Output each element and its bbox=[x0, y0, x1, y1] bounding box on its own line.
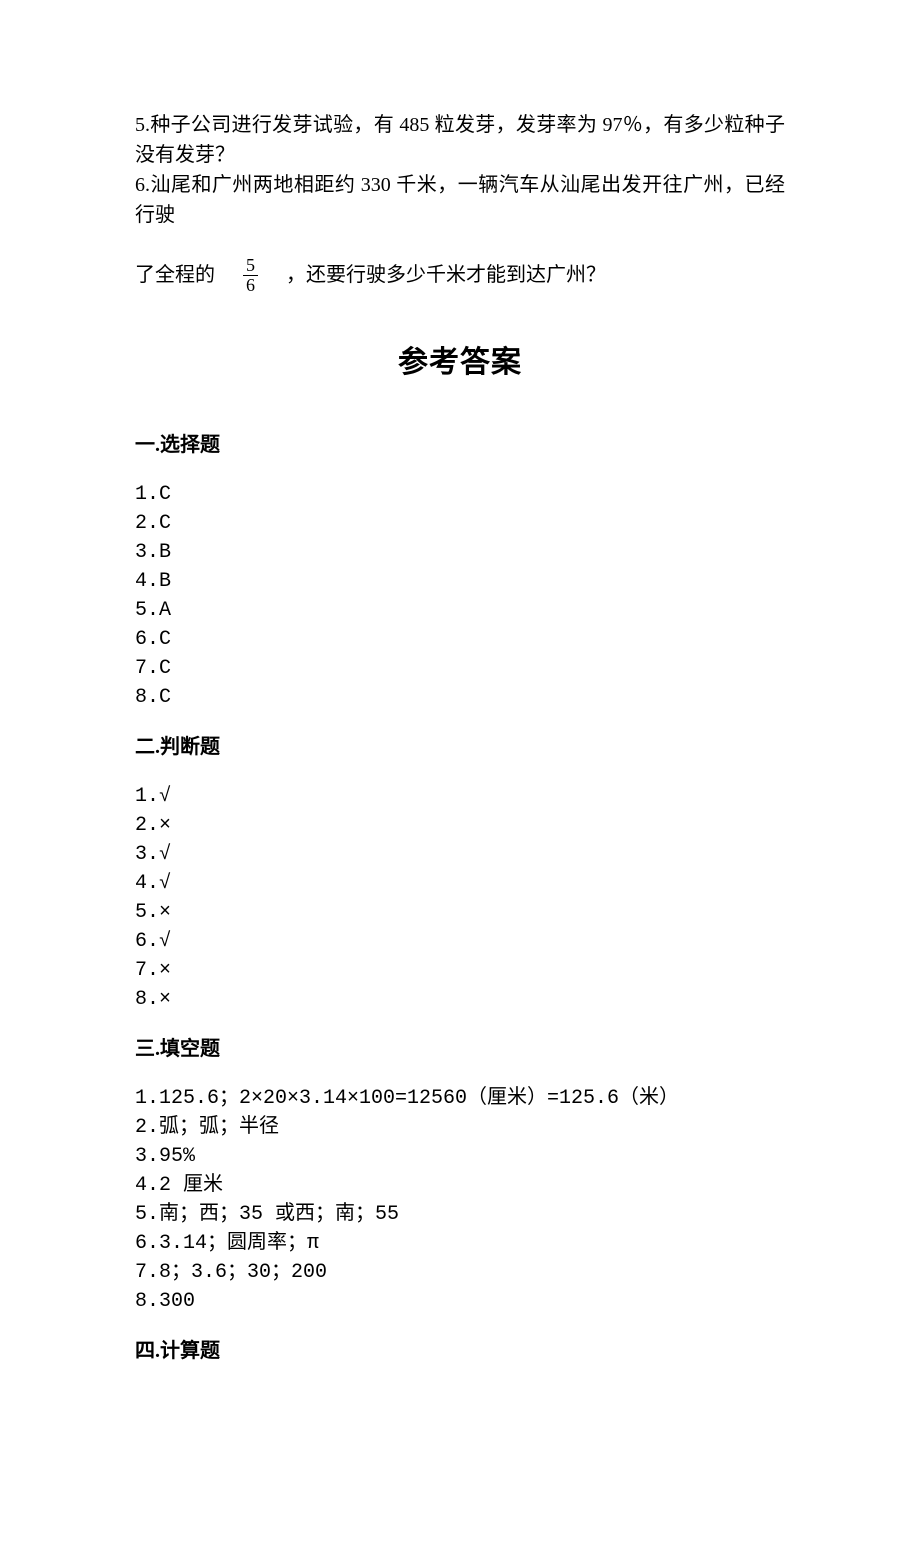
s2-item: 3.√ bbox=[135, 840, 785, 869]
fraction-numerator: 5 bbox=[243, 256, 258, 276]
s3-item: 3.95% bbox=[135, 1142, 785, 1171]
s3-item: 4.2 厘米 bbox=[135, 1171, 785, 1200]
q6-segment-2: ，还要行驶多少千米才能到达广州？ bbox=[286, 260, 606, 290]
s3-item: 1.125.6；2×20×3.14×100=12560（厘米）=125.6（米） bbox=[135, 1084, 785, 1113]
s1-item: 6.C bbox=[135, 625, 785, 654]
answers-title: 参考答案 bbox=[135, 340, 785, 385]
s3-item: 2.弧；弧；半径 bbox=[135, 1113, 785, 1142]
question-6-line2: 了全程的 5 6 ，还要行驶多少千米才能到达广州？ bbox=[135, 256, 785, 295]
section-2-title: 二.判断题 bbox=[135, 732, 785, 762]
s2-item: 1.√ bbox=[135, 782, 785, 811]
question-5: 5.种子公司进行发芽试验，有 485 粒发芽，发芽率为 97％，有多少粒种子没有… bbox=[135, 110, 785, 170]
fraction-denominator: 6 bbox=[243, 276, 258, 295]
section-3-title: 三.填空题 bbox=[135, 1034, 785, 1064]
s3-item: 6.3.14；圆周率；π bbox=[135, 1229, 785, 1258]
s2-item: 8.× bbox=[135, 985, 785, 1014]
section-1-title: 一.选择题 bbox=[135, 430, 785, 460]
question-6-line1: 6.汕尾和广州两地相距约 330 千米，一辆汽车从汕尾出发开往广州，已经行驶 bbox=[135, 170, 785, 230]
s1-item: 7.C bbox=[135, 654, 785, 683]
s3-item: 5.南；西；35 或西；南；55 bbox=[135, 1200, 785, 1229]
s2-item: 2.× bbox=[135, 811, 785, 840]
fraction-5-6: 5 6 bbox=[243, 256, 258, 295]
s1-item: 3.B bbox=[135, 538, 785, 567]
s2-item: 5.× bbox=[135, 898, 785, 927]
s2-item: 7.× bbox=[135, 956, 785, 985]
q6-segment-1: 了全程的 bbox=[135, 260, 215, 290]
s1-item: 2.C bbox=[135, 509, 785, 538]
s2-item: 4.√ bbox=[135, 869, 785, 898]
section-4-title: 四.计算题 bbox=[135, 1336, 785, 1366]
s3-item: 7.8；3.6；30；200 bbox=[135, 1258, 785, 1287]
s3-item: 8.300 bbox=[135, 1287, 785, 1316]
s1-item: 8.C bbox=[135, 683, 785, 712]
s1-item: 1.C bbox=[135, 480, 785, 509]
s1-item: 5.A bbox=[135, 596, 785, 625]
s1-item: 4.B bbox=[135, 567, 785, 596]
s2-item: 6.√ bbox=[135, 927, 785, 956]
